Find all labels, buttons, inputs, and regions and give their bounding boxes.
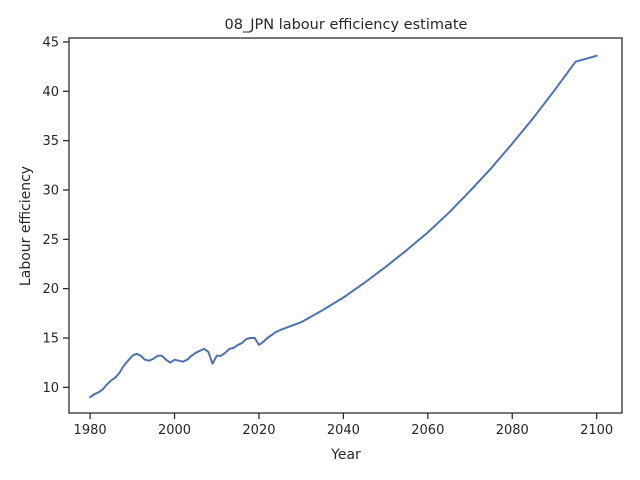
plot-area (89, 54, 598, 399)
y-axis-label: Labour efficiency (18, 166, 34, 286)
series-line (89, 54, 598, 399)
y-tick-label: 25 (42, 233, 59, 248)
x-tick-label: 2060 (411, 423, 444, 438)
plot-frame (68, 37, 623, 414)
y-tick-label: 30 (42, 183, 59, 198)
x-axis: 1980 2000 2020 2040 2060 2080 2100 (74, 413, 613, 438)
x-tick-label: 2080 (496, 423, 529, 438)
y-tick-label: 10 (42, 381, 59, 396)
y-tick-label: 35 (42, 134, 59, 149)
y-axis: 10 15 20 25 30 35 40 45 (42, 35, 69, 396)
x-tick-label: 2100 (580, 423, 613, 438)
x-axis-label: Year (330, 447, 361, 463)
y-tick-label: 45 (42, 35, 59, 50)
x-tick-label: 2000 (158, 423, 191, 438)
chart-title: 08_JPN labour efficiency estimate (225, 17, 468, 33)
y-tick-label: 40 (42, 85, 59, 100)
x-tick-label: 1980 (74, 423, 107, 438)
x-tick-label: 2040 (327, 423, 360, 438)
x-tick-label: 2020 (242, 423, 275, 438)
y-tick-label: 20 (42, 282, 59, 297)
y-tick-label: 15 (42, 332, 59, 347)
